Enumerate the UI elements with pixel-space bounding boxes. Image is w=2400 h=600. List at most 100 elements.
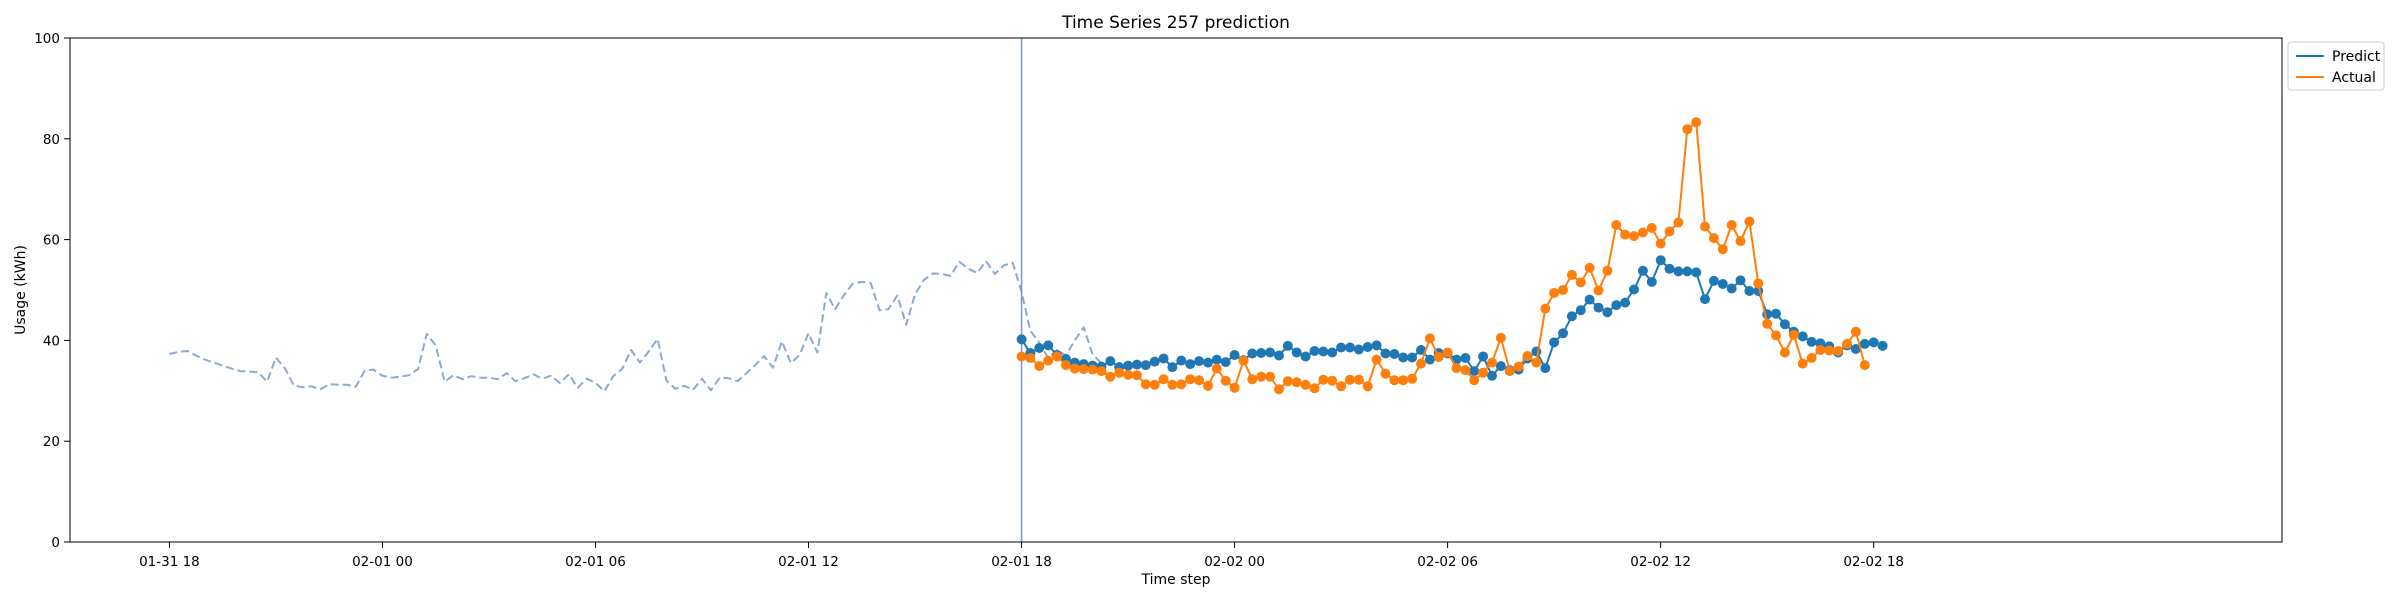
actual-point [1149, 379, 1160, 390]
legend: Predict Actual [2287, 41, 2385, 91]
actual-point [1416, 358, 1426, 369]
predict-point [1469, 366, 1480, 377]
actual-point [1105, 371, 1116, 382]
actual-point [1052, 351, 1063, 362]
actual-point [1407, 373, 1418, 384]
predict-point [1566, 311, 1577, 322]
predict-point [1105, 356, 1116, 367]
actual-point [1238, 355, 1249, 366]
actual-point [1353, 374, 1364, 385]
predict-point [1868, 337, 1879, 348]
predict-point [1682, 266, 1693, 277]
actual-point [1087, 364, 1098, 375]
actual-point [1504, 366, 1515, 377]
actual-point [1629, 231, 1639, 242]
predict-point [1575, 305, 1586, 316]
actual-point [1700, 221, 1710, 232]
predict-point [1034, 343, 1045, 353]
predict-point [1673, 266, 1684, 277]
predict-point [1016, 334, 1027, 345]
actual-point [1114, 367, 1125, 378]
actual-point [1859, 360, 1870, 371]
actual-point [1797, 358, 1808, 369]
actual-point [1691, 117, 1702, 128]
y-axis-label: Usage (kWh) [13, 245, 29, 335]
predict-point [1655, 255, 1666, 266]
actual-point [1327, 375, 1338, 386]
x-tick-label: 02-02 06 [1417, 554, 1478, 570]
actual-point [1575, 277, 1586, 288]
actual-point [1558, 285, 1568, 295]
predict-point [1744, 286, 1755, 296]
actual-point [1513, 361, 1524, 372]
predict-point [1407, 352, 1418, 363]
predict-point [1558, 328, 1568, 339]
actual-point [1167, 379, 1178, 390]
predict-point [1371, 340, 1382, 351]
predict-point [1398, 352, 1409, 363]
predict-point [1318, 346, 1329, 357]
predict-point [1211, 354, 1222, 365]
predict-point [1629, 284, 1639, 295]
predict-point [1300, 351, 1311, 362]
actual-point [1540, 303, 1551, 314]
actual-point [1762, 318, 1773, 329]
actual-point [1211, 363, 1222, 374]
predict-point [1282, 340, 1293, 351]
actual-point [1069, 363, 1080, 374]
actual-point [1531, 357, 1542, 368]
actual-point [1043, 355, 1054, 366]
history-line [169, 260, 1103, 393]
predict-point [1495, 361, 1506, 372]
predict-point [1637, 265, 1648, 276]
actual-point [1850, 326, 1861, 337]
y-tick-label: 20 [43, 434, 60, 450]
predict-point [1158, 353, 1169, 364]
y-tick-label: 0 [51, 535, 60, 551]
actual-point [1274, 384, 1284, 395]
predict-point [1611, 300, 1622, 311]
actual-point [1034, 361, 1045, 372]
forecast-series [1016, 38, 1888, 542]
actual-point [1336, 381, 1347, 392]
predict-point [1850, 344, 1861, 354]
predict-point [1735, 275, 1746, 286]
actual-point [1460, 365, 1471, 376]
actual-point [1478, 367, 1489, 378]
actual-point [1247, 374, 1258, 385]
predict-point [1229, 350, 1240, 360]
actual-point [1522, 351, 1533, 361]
predict-point [1149, 356, 1160, 367]
predict-point [1584, 294, 1595, 305]
predict-point [1256, 348, 1267, 358]
predict-point [1167, 362, 1178, 373]
actual-point [1176, 379, 1187, 390]
predict-point [1140, 360, 1151, 371]
x-tick-label: 01-31 18 [139, 554, 200, 570]
predict-point [1424, 354, 1435, 365]
actual-point [1806, 353, 1817, 363]
predict-point [1185, 359, 1196, 370]
actual-point [1256, 371, 1267, 382]
actual-point [1309, 383, 1320, 394]
predict-point [1131, 359, 1142, 370]
actual-point [1779, 347, 1790, 358]
actual-point [1078, 364, 1089, 375]
predict-point [1362, 342, 1373, 352]
predict-point [1859, 338, 1870, 349]
actual-point [1744, 216, 1755, 227]
x-tick-label: 02-01 00 [352, 554, 413, 570]
actual-point [1815, 345, 1826, 355]
x-tick-label: 02-02 18 [1843, 554, 1904, 570]
actual-point [1833, 346, 1844, 356]
actual-point [1318, 374, 1329, 385]
x-tick-label: 02-01 06 [565, 554, 626, 570]
predict-point [1478, 351, 1489, 362]
x-tick-label: 02-02 12 [1630, 554, 1691, 570]
actual-point [1424, 333, 1435, 344]
actual-point [1717, 244, 1728, 255]
predict-point [1336, 342, 1347, 353]
predict-point [1806, 336, 1817, 347]
actual-point [1433, 352, 1444, 362]
